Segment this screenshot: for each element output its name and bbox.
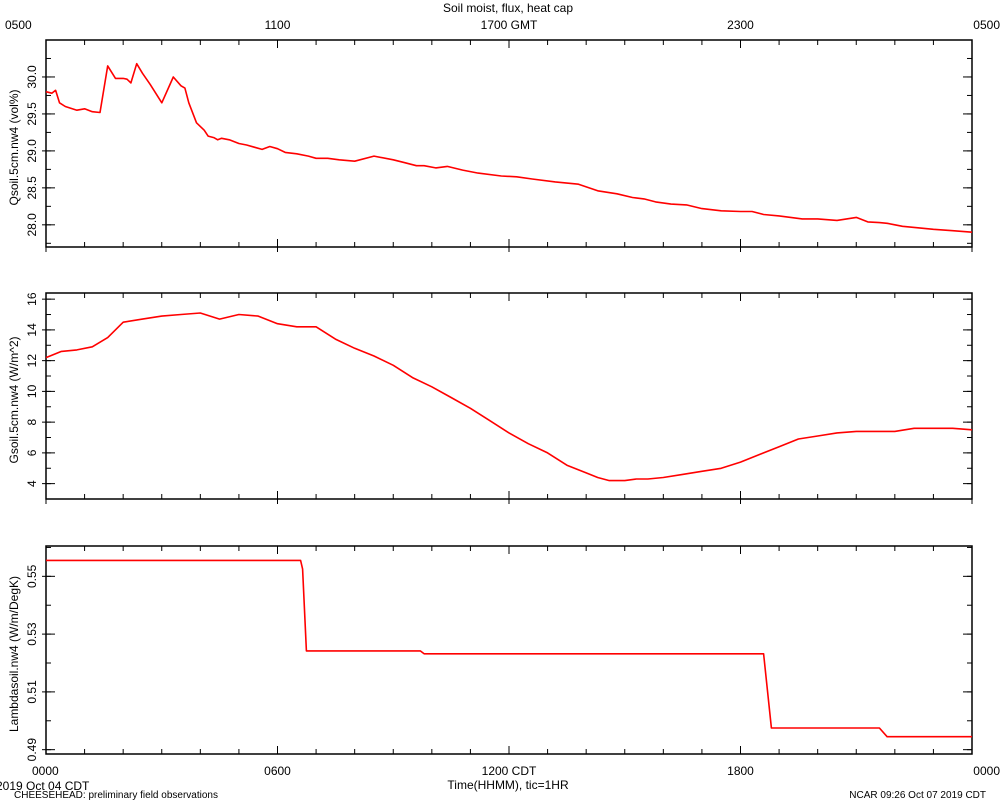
panel-soil-moisture: 28.0 28.5 29.0 29.5 30.0 Qsoil.5cm.nw4 (vol%) bbox=[7, 39, 973, 252]
y-axis-label: Qsoil.5cm.nw4 (vol%) bbox=[7, 89, 21, 205]
y-tick-label: 14 bbox=[25, 323, 39, 337]
y-tick-label: 16 bbox=[25, 292, 39, 306]
y-tick-label: 0.53 bbox=[25, 622, 39, 646]
y-tick-label: 12 bbox=[25, 354, 39, 368]
y-tick-label: 8 bbox=[25, 418, 39, 425]
chart-title: Soil moist, flux, heat cap bbox=[443, 1, 573, 15]
top-tick-label: 0500 bbox=[5, 18, 32, 32]
x-axis-label: Time(HHMM), tic=1HR bbox=[447, 778, 569, 792]
top-tick-label: 0500 bbox=[973, 18, 1000, 32]
plot-frame bbox=[45, 545, 973, 755]
y-tick-label: 29.0 bbox=[25, 139, 39, 163]
start-date-label: 2019 Oct 04 CDT bbox=[0, 779, 90, 793]
footer-credit: NCAR 09:26 Oct 07 2019 CDT bbox=[849, 790, 986, 801]
top-axis-labels: 0500 1100 1700 GMT 2300 0500 bbox=[5, 18, 1000, 32]
y-tick-label: 10 bbox=[25, 384, 39, 398]
y-tick-label: 6 bbox=[25, 449, 39, 456]
bottom-tick-label: 0000 bbox=[973, 764, 1000, 778]
y-tick-label: 28.0 bbox=[25, 213, 39, 237]
footer-note: CHEESEHEAD: preliminary field observatio… bbox=[14, 790, 218, 801]
plot-frame bbox=[45, 292, 973, 500]
y-tick-label: 0.51 bbox=[25, 680, 39, 704]
y-axis-label: Lambdasoil.nw4 (W/m/DegK) bbox=[7, 576, 21, 732]
y-tick-label: 28.5 bbox=[25, 176, 39, 200]
panel-thermal-conductivity: 0.49 0.51 0.53 0.55 Lambdasoil.nw4 (W/m/DegK… bbox=[7, 545, 973, 762]
bottom-axis-labels: 0000 0600 1200 CDT 1800 0000 bbox=[32, 764, 1000, 778]
series-line bbox=[45, 62, 973, 233]
y-tick-label: 0.49 bbox=[25, 738, 39, 762]
y-tick-label: 30.0 bbox=[25, 65, 39, 89]
bottom-tick-label: 1200 CDT bbox=[482, 764, 537, 778]
bottom-tick-label: 0600 bbox=[264, 764, 291, 778]
y-tick-label: 0.55 bbox=[25, 564, 39, 588]
top-tick-label: 2300 bbox=[727, 18, 754, 32]
y-tick-label: 4 bbox=[25, 480, 39, 487]
bottom-tick-label: 1800 bbox=[727, 764, 754, 778]
y-tick-label: 29.5 bbox=[25, 102, 39, 126]
top-tick-label: 1100 bbox=[265, 18, 291, 32]
panel-soil-heat-flux: 4 6 8 10 12 14 16 Gsoil.5cm.nw4 (W/m^2) bbox=[7, 292, 973, 504]
series-line bbox=[45, 312, 973, 482]
y-axis-label: Gsoil.5cm.nw4 (W/m^2) bbox=[7, 337, 21, 464]
plot-frame bbox=[45, 39, 973, 248]
bottom-tick-label: 0000 bbox=[32, 764, 59, 778]
series-line bbox=[46, 559, 972, 738]
top-tick-label: 1700 GMT bbox=[481, 18, 538, 32]
